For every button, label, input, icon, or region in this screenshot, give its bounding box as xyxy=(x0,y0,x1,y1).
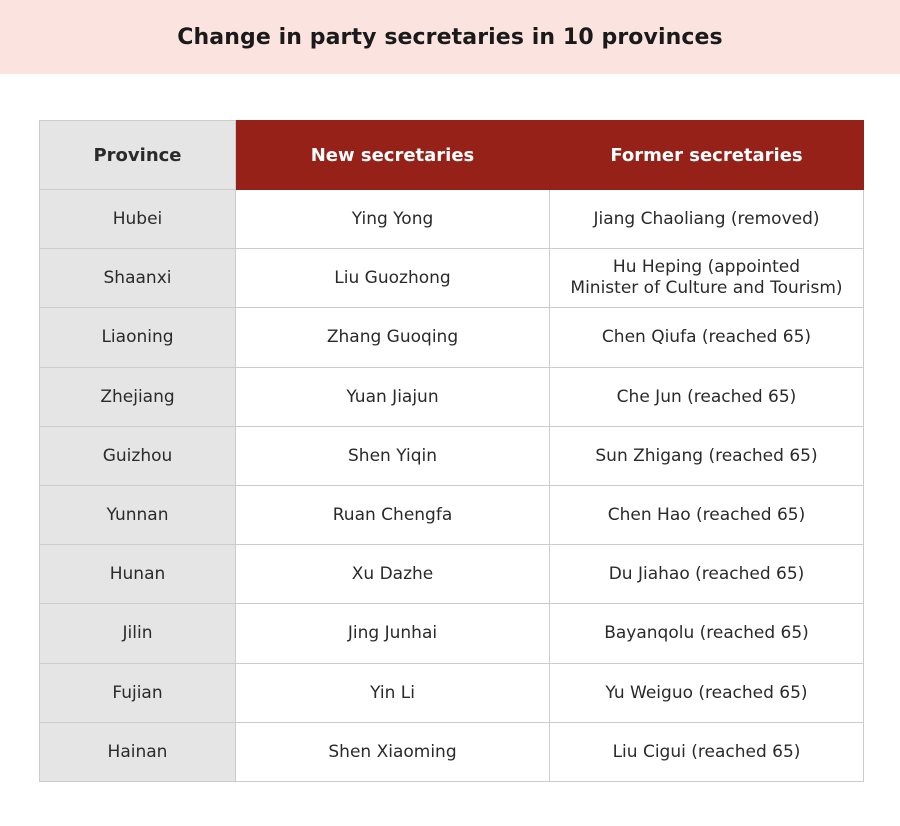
new-secretary-cell: Yin Li xyxy=(235,662,550,723)
new-secretary-cell: Ying Yong xyxy=(235,188,550,250)
province-cell: Guizhou xyxy=(39,425,236,486)
former-secretary-line: Hu Heping (appointed xyxy=(612,257,801,278)
province-cell: Shaanxi xyxy=(39,248,236,309)
province-cell: Hubei xyxy=(39,188,236,250)
table-row: Guizhou Shen Yiqin Sun Zhigang (reached … xyxy=(39,425,864,486)
province-cell: Zhejiang xyxy=(39,366,236,427)
province-cell: Hainan xyxy=(39,721,236,782)
table-row: Yunnan Ruan Chengfa Chen Hao (reached 65… xyxy=(39,484,864,546)
former-secretary-cell: Du Jiahao (reached 65) xyxy=(549,544,864,605)
table-row: Fujian Yin Li Yu Weiguo (reached 65) xyxy=(39,662,864,723)
new-secretary-cell: Zhang Guoqing xyxy=(235,307,550,368)
province-cell: Jilin xyxy=(39,603,236,664)
page-title: Change in party secretaries in 10 provin… xyxy=(177,24,723,50)
column-header-former-secretaries: Former secretaries xyxy=(549,120,864,190)
province-cell: Yunnan xyxy=(39,484,236,546)
former-secretary-cell: Hu Heping (appointed Minister of Culture… xyxy=(549,248,864,309)
former-secretary-cell: Yu Weiguo (reached 65) xyxy=(549,662,864,723)
table-row: Hubei Ying Yong Jiang Chaoliang (removed… xyxy=(39,188,864,250)
new-secretary-cell: Jing Junhai xyxy=(235,603,550,664)
former-secretary-cell: Liu Cigui (reached 65) xyxy=(549,721,864,782)
former-secretary-cell: Sun Zhigang (reached 65) xyxy=(549,425,864,486)
table-row: Liaoning Zhang Guoqing Chen Qiufa (reach… xyxy=(39,307,864,368)
new-secretary-cell: Yuan Jiajun xyxy=(235,366,550,427)
table-row: Jilin Jing Junhai Bayanqolu (reached 65) xyxy=(39,603,864,664)
new-secretary-cell: Shen Xiaoming xyxy=(235,721,550,782)
column-header-province: Province xyxy=(39,120,236,190)
province-cell: Fujian xyxy=(39,662,236,723)
province-cell: Liaoning xyxy=(39,307,236,368)
new-secretary-cell: Ruan Chengfa xyxy=(235,484,550,546)
province-cell: Hunan xyxy=(39,544,236,605)
secretaries-table: Province New secretaries Former secretar… xyxy=(39,120,864,782)
table-row: Hunan Xu Dazhe Du Jiahao (reached 65) xyxy=(39,544,864,605)
former-secretary-cell: Jiang Chaoliang (removed) xyxy=(549,188,864,250)
table-header-row: Province New secretaries Former secretar… xyxy=(39,120,864,190)
new-secretary-cell: Shen Yiqin xyxy=(235,425,550,486)
new-secretary-cell: Xu Dazhe xyxy=(235,544,550,605)
column-header-new-secretaries: New secretaries xyxy=(235,120,550,190)
former-secretary-cell: Chen Qiufa (reached 65) xyxy=(549,307,864,368)
table-row: Hainan Shen Xiaoming Liu Cigui (reached … xyxy=(39,721,864,782)
title-band: Change in party secretaries in 10 provin… xyxy=(0,0,900,74)
new-secretary-cell: Liu Guozhong xyxy=(235,248,550,309)
table-row: Shaanxi Liu Guozhong Hu Heping (appointe… xyxy=(39,248,864,309)
former-secretary-cell: Bayanqolu (reached 65) xyxy=(549,603,864,664)
former-secretary-cell: Chen Hao (reached 65) xyxy=(549,484,864,546)
former-secretary-cell: Che Jun (reached 65) xyxy=(549,366,864,427)
former-secretary-line: Minister of Culture and Tourism) xyxy=(570,278,843,299)
table-row: Zhejiang Yuan Jiajun Che Jun (reached 65… xyxy=(39,366,864,427)
